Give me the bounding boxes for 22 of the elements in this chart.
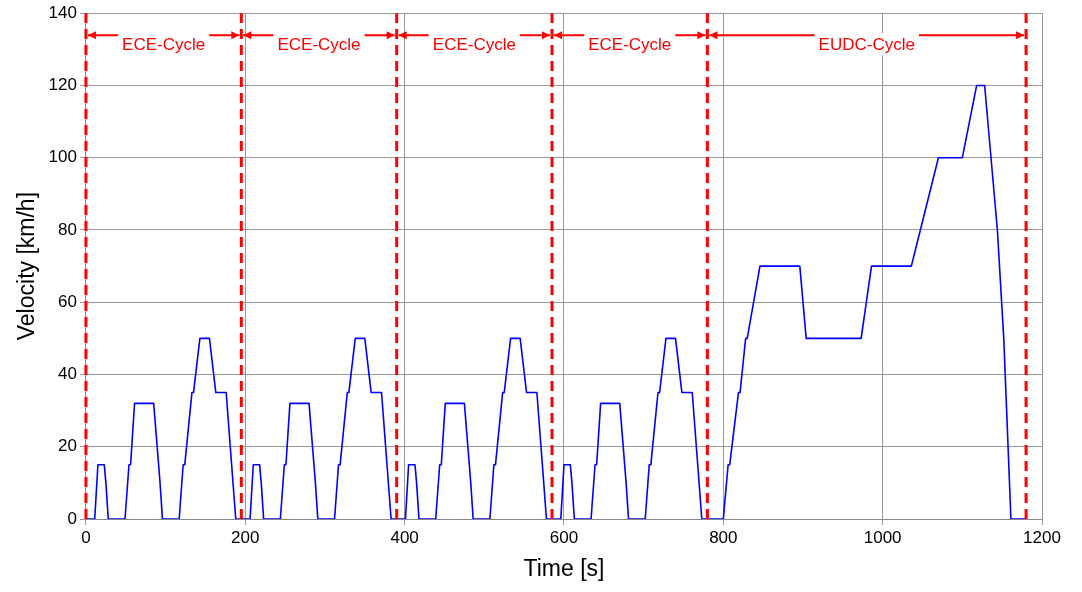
x-tick-label: 0 [81, 527, 91, 547]
y-tick-label: 40 [58, 364, 77, 384]
annotation: EUDC-Cycle [818, 35, 915, 55]
x-tick-label: 1000 [863, 527, 902, 547]
y-tick-label: 100 [48, 147, 77, 167]
x-axis-title: Time [s] [523, 554, 605, 581]
y-axis-title: Velocity [km/h] [13, 191, 40, 341]
annotation: ECE-Cycle [122, 35, 206, 55]
annotation: ECE-Cycle [588, 35, 672, 55]
x-tick-label: 800 [709, 527, 738, 547]
annotation: ECE-Cycle [432, 35, 516, 55]
y-tick-label: 20 [58, 436, 77, 456]
annotation: ECE-Cycle [277, 35, 361, 55]
y-tick-label: 0 [67, 508, 77, 528]
y-tick-label: 60 [58, 291, 77, 311]
x-tick-label: 400 [390, 527, 419, 547]
x-tick-label: 200 [231, 527, 260, 547]
x-tick-label: 600 [549, 527, 579, 547]
y-tick-label: 140 [48, 2, 77, 22]
x-tick-label: 1200 [1023, 527, 1061, 547]
y-tick-label: 120 [48, 75, 77, 95]
y-tick-label: 80 [58, 219, 77, 239]
